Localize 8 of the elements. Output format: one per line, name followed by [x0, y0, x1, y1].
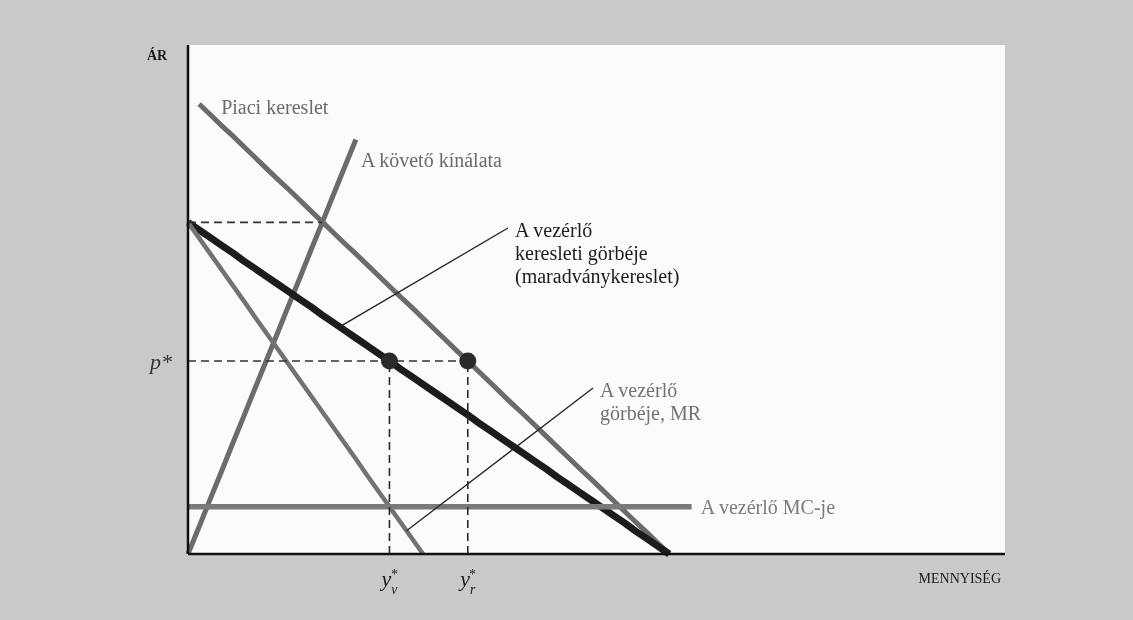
- series-label: A vezérlő MC-je: [700, 495, 836, 519]
- text: A vezérlő görbéje, MR: [600, 379, 702, 425]
- series-label: p*: [148, 348, 172, 374]
- y-axis-title: ÁR: [146, 47, 168, 63]
- series-label: Piaci kereslet: [221, 96, 329, 118]
- x-axis-title: MENNYISÉG: [918, 570, 1001, 586]
- series-label: A követő kínálata: [360, 148, 503, 171]
- text: A vezérlő keresleti görbéje (maradványkereslet): [515, 219, 680, 288]
